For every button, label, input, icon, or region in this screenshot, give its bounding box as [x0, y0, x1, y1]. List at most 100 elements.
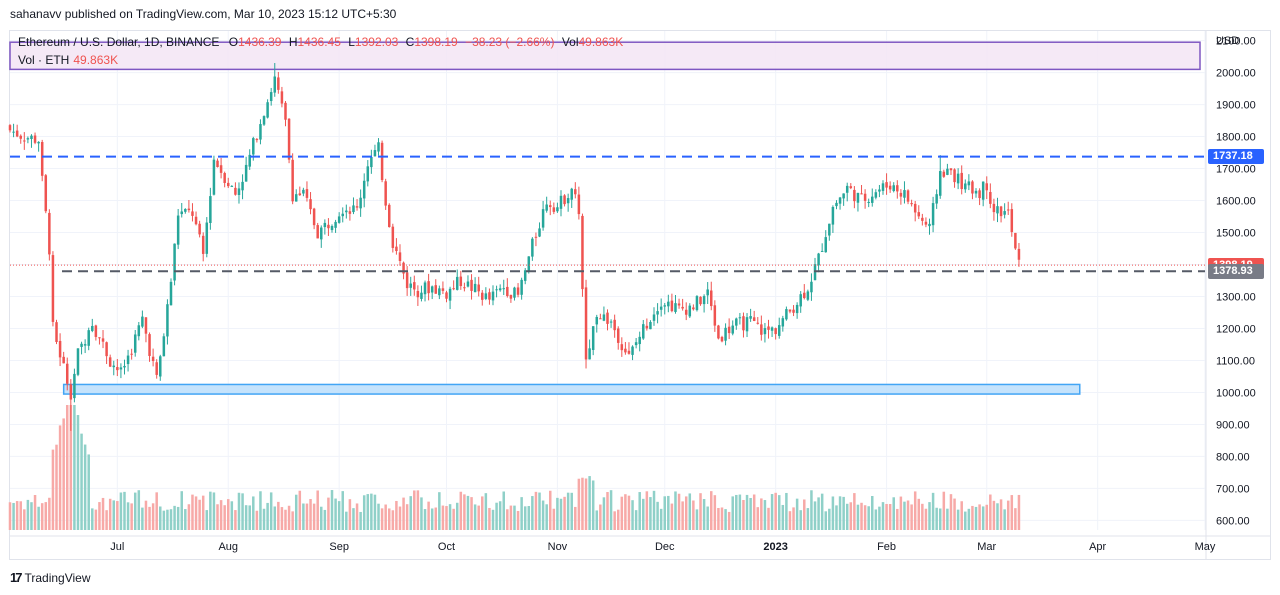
volume-bar	[720, 507, 724, 530]
y-tick-label: 1500.00	[1216, 228, 1256, 240]
volume-bar	[527, 506, 531, 530]
volume-bar	[405, 504, 409, 530]
candle-body	[37, 141, 40, 144]
candle-body	[481, 292, 484, 300]
volume-bar	[248, 505, 251, 530]
volume-bar	[80, 433, 83, 530]
volume-bar	[806, 508, 810, 530]
volume-bar	[273, 506, 277, 530]
candle-body	[896, 185, 899, 192]
candle-body	[731, 325, 734, 334]
volume-bar	[26, 499, 30, 530]
volume-bar	[967, 508, 971, 530]
candle-body	[845, 185, 849, 193]
candle-body	[720, 336, 724, 342]
candle-body	[595, 316, 599, 325]
volume-bar	[230, 501, 234, 530]
candle-body	[828, 223, 831, 236]
candle-body	[888, 185, 892, 190]
volume-bar	[931, 492, 935, 530]
volume-bar	[588, 476, 591, 530]
volume-bar	[652, 490, 656, 530]
candle-body	[463, 287, 466, 289]
volume-bar	[717, 507, 720, 530]
candles	[8, 62, 1021, 431]
volume-bar	[327, 497, 330, 530]
volume-bar	[935, 507, 938, 530]
candle-body	[695, 296, 699, 311]
candle-body	[688, 305, 692, 317]
candle-body	[584, 287, 588, 360]
volume-bar	[531, 496, 534, 530]
candle-body	[284, 102, 287, 120]
y-tick-label: 1200.00	[1216, 323, 1256, 335]
candle-body	[144, 317, 148, 334]
volume-bar	[463, 494, 466, 530]
candle-body	[448, 288, 452, 301]
volume-bar	[842, 496, 845, 530]
candle-body	[799, 294, 802, 307]
volume-bar	[284, 509, 287, 530]
volume-bar	[824, 511, 828, 530]
y-tick-label: 1900.00	[1216, 100, 1256, 112]
volume-bar	[921, 503, 924, 530]
candle-body	[137, 325, 141, 337]
volume-bar	[155, 492, 158, 530]
candle-body	[774, 328, 777, 335]
volume-bar	[223, 505, 226, 530]
tradingview-logo[interactable]: 17 TradingView	[10, 570, 91, 585]
candle-body	[80, 343, 83, 347]
volume-bar	[40, 503, 44, 530]
candle-body	[634, 342, 638, 346]
candle-body	[312, 208, 316, 226]
candle-body	[205, 222, 209, 254]
volume-bar	[323, 509, 327, 530]
tradingview-logo-icon: 17	[10, 570, 23, 585]
candle-body	[108, 357, 112, 367]
volume-bar	[584, 478, 588, 530]
candle-body	[259, 124, 262, 140]
volume-bar	[194, 496, 198, 530]
candle-body	[616, 328, 620, 343]
candle-body	[566, 198, 570, 204]
volume-bar	[574, 506, 577, 530]
candle-body	[69, 384, 73, 400]
candle-body	[58, 340, 62, 358]
volume-bar	[634, 510, 638, 530]
candle-body	[470, 279, 473, 291]
volume-bar	[141, 507, 144, 530]
volume-bar	[559, 498, 563, 530]
volume-bar	[684, 496, 688, 530]
candle-body	[574, 189, 577, 195]
close-value: 1398.19	[414, 35, 458, 49]
volume-bar	[1010, 495, 1014, 530]
currency-label[interactable]: USD	[1216, 35, 1240, 47]
candle-body	[341, 213, 344, 217]
candle-body	[946, 168, 949, 175]
candle-body	[237, 188, 241, 195]
volume-bar	[387, 508, 391, 530]
volume-bar	[599, 504, 602, 530]
symbol-name[interactable]: Ethereum / U.S. Dollar, 1D, BINANCE	[18, 35, 220, 49]
candle-body	[151, 356, 155, 362]
candle-body	[327, 224, 330, 229]
volume-bar	[838, 496, 842, 530]
volume-bar	[252, 496, 255, 530]
volume-bar	[989, 494, 992, 530]
candle-body	[83, 344, 87, 346]
candle-body	[44, 175, 48, 212]
candle-body	[73, 373, 76, 399]
volume-bar	[506, 509, 509, 530]
candle-body	[262, 116, 266, 125]
volume-bar	[173, 505, 176, 530]
volume-bar	[287, 505, 291, 530]
candle-body	[899, 192, 903, 197]
candle-body	[749, 316, 752, 319]
candle-body	[455, 276, 459, 290]
candle-body	[1010, 209, 1014, 233]
volume-bar	[591, 480, 595, 530]
candle-body	[842, 193, 845, 199]
volume-bar	[491, 509, 495, 530]
vol-value: 49.863K	[578, 35, 624, 49]
